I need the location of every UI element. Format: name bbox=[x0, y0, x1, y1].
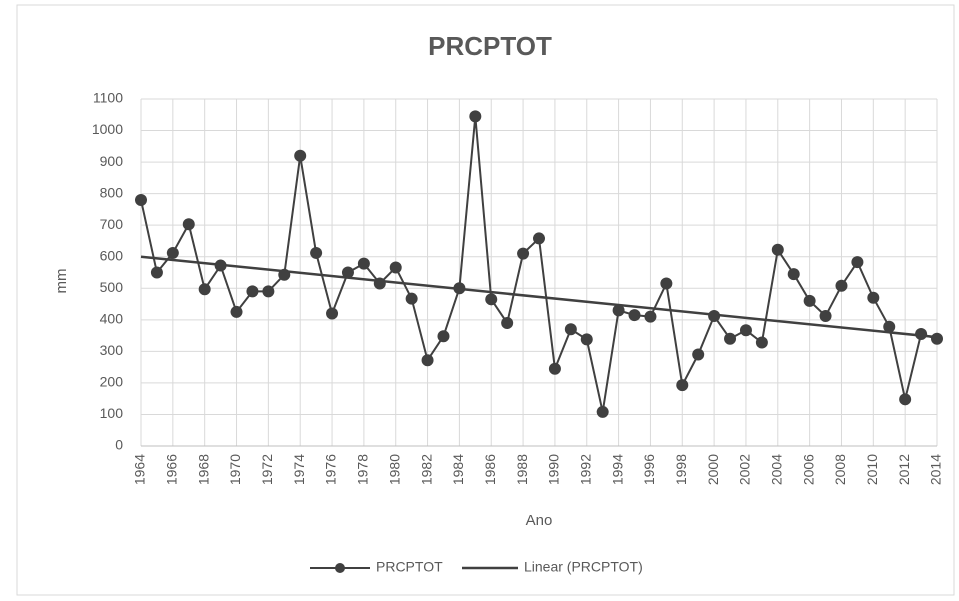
x-tick-label: 2006 bbox=[800, 454, 816, 485]
x-tick-label: 1976 bbox=[323, 454, 339, 485]
data-point bbox=[612, 304, 625, 317]
x-tick-label: 2008 bbox=[832, 454, 848, 485]
data-point bbox=[867, 291, 880, 304]
y-tick-label: 200 bbox=[100, 374, 124, 390]
x-tick-label: 1966 bbox=[164, 454, 180, 485]
data-point bbox=[230, 305, 243, 318]
data-point bbox=[517, 247, 530, 260]
data-point bbox=[628, 309, 641, 322]
data-point bbox=[787, 268, 800, 281]
x-tick-label: 1984 bbox=[450, 454, 466, 485]
x-tick-label: 2014 bbox=[928, 454, 944, 485]
x-tick-label: 2010 bbox=[864, 454, 880, 485]
x-tick-label: 1988 bbox=[514, 454, 530, 485]
data-point bbox=[851, 256, 864, 269]
data-point bbox=[548, 362, 561, 375]
data-point bbox=[676, 379, 689, 392]
y-tick-label: 300 bbox=[100, 342, 124, 358]
x-tick-label: 1986 bbox=[482, 454, 498, 485]
y-tick-label: 1000 bbox=[92, 121, 123, 137]
data-point bbox=[294, 149, 307, 162]
y-tick-label: 100 bbox=[100, 405, 124, 421]
data-point bbox=[485, 293, 498, 306]
data-point bbox=[580, 333, 593, 346]
data-point bbox=[182, 218, 195, 231]
x-axis-label: Ano bbox=[526, 512, 553, 529]
x-tick-label: 1994 bbox=[609, 454, 625, 485]
x-tick-label: 1996 bbox=[641, 454, 657, 485]
x-tick-label: 1978 bbox=[355, 454, 371, 485]
data-point bbox=[771, 243, 784, 256]
x-tick-label: 2002 bbox=[737, 454, 753, 485]
x-tick-label: 2012 bbox=[896, 454, 912, 485]
y-tick-label: 0 bbox=[115, 437, 123, 453]
x-tick-label: 1964 bbox=[132, 454, 148, 485]
x-tick-label: 1970 bbox=[227, 454, 243, 485]
chart-title: PRCPTOT bbox=[428, 31, 552, 61]
x-tick-label: 1968 bbox=[195, 454, 211, 485]
data-point bbox=[262, 285, 275, 298]
data-point bbox=[739, 324, 752, 337]
y-tick-label: 700 bbox=[100, 216, 124, 232]
data-point bbox=[150, 266, 163, 279]
data-point bbox=[341, 266, 354, 279]
data-point bbox=[692, 348, 705, 361]
data-point bbox=[437, 330, 450, 343]
x-tick-label: 1990 bbox=[546, 454, 562, 485]
data-point bbox=[469, 110, 482, 123]
data-point bbox=[564, 323, 577, 336]
data-point bbox=[708, 310, 721, 323]
y-tick-label: 800 bbox=[100, 184, 124, 200]
x-tick-label: 1972 bbox=[259, 454, 275, 485]
x-tick-label: 2000 bbox=[705, 454, 721, 485]
legend-label: Linear (PRCPTOT) bbox=[524, 559, 643, 575]
y-axis-label: mm bbox=[53, 269, 70, 294]
y-tick-label: 400 bbox=[100, 311, 124, 327]
y-tick-label: 500 bbox=[100, 279, 124, 295]
data-point bbox=[166, 246, 179, 259]
data-point bbox=[501, 316, 514, 329]
data-point bbox=[310, 246, 323, 259]
data-point bbox=[246, 285, 259, 298]
data-point bbox=[819, 310, 832, 323]
data-point bbox=[596, 405, 609, 418]
data-point bbox=[135, 193, 147, 206]
data-point bbox=[357, 257, 370, 270]
legend-marker bbox=[335, 563, 345, 573]
data-point bbox=[660, 277, 673, 290]
x-tick-label: 2004 bbox=[769, 454, 785, 485]
data-point bbox=[389, 261, 402, 274]
data-point bbox=[883, 320, 896, 333]
x-tick-label: 1992 bbox=[577, 454, 593, 485]
legend-label: PRCPTOT bbox=[376, 559, 443, 575]
x-tick-label: 1974 bbox=[291, 454, 307, 485]
y-tick-label: 1100 bbox=[93, 90, 123, 106]
y-tick-label: 900 bbox=[100, 153, 124, 169]
data-point bbox=[421, 354, 434, 367]
data-point bbox=[899, 393, 912, 406]
data-point bbox=[644, 310, 657, 323]
y-tick-label: 600 bbox=[100, 247, 124, 263]
x-tick-label: 1980 bbox=[386, 454, 402, 485]
data-point bbox=[533, 232, 545, 245]
data-point bbox=[803, 294, 816, 307]
trend-line bbox=[140, 255, 938, 339]
data-point bbox=[198, 283, 211, 296]
data-point bbox=[405, 292, 418, 305]
data-point bbox=[724, 332, 737, 345]
data-point bbox=[326, 307, 339, 320]
x-tick-label: 1998 bbox=[673, 454, 689, 485]
data-point bbox=[931, 332, 943, 345]
x-tick-label: 1982 bbox=[418, 454, 434, 485]
data-point bbox=[835, 279, 848, 292]
data-point bbox=[755, 336, 768, 349]
